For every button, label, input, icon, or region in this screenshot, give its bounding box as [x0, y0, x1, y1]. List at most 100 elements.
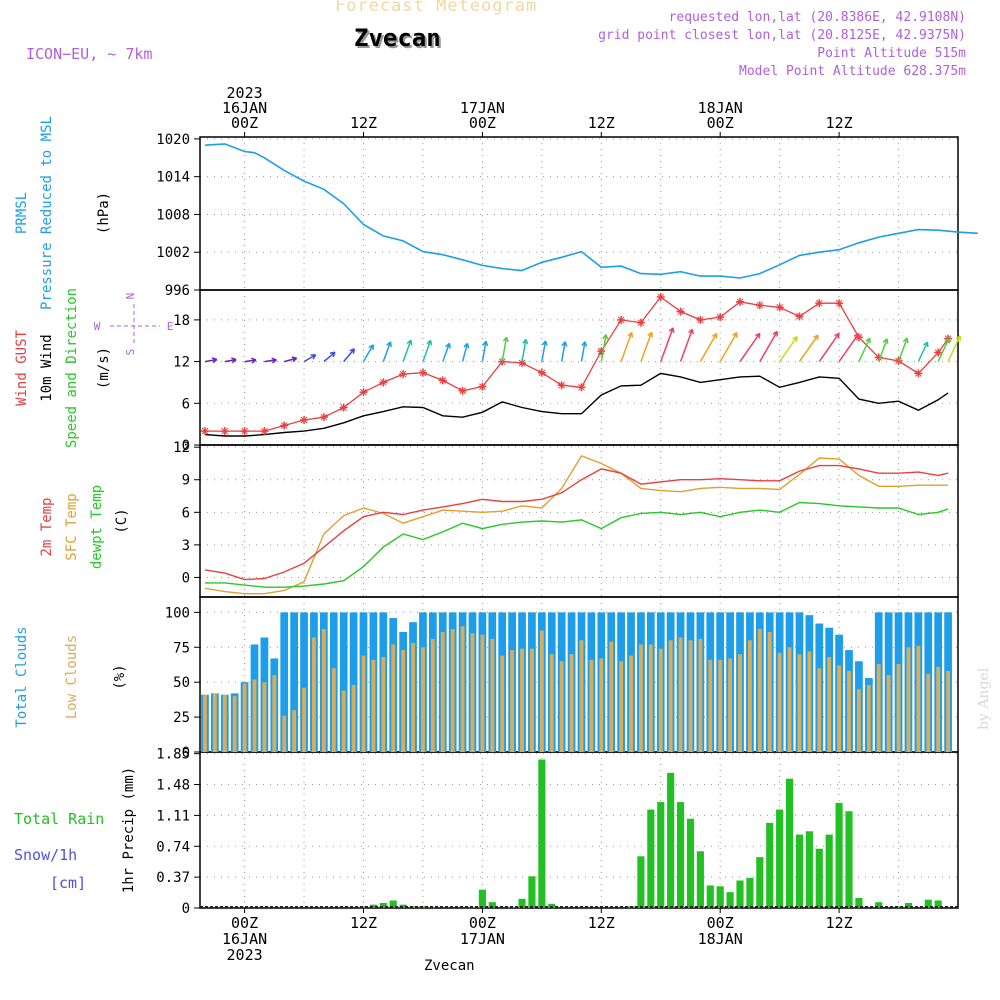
low-cloud-bar — [321, 629, 326, 752]
wind-arrow-head — [332, 352, 336, 358]
wind-arrow-head — [525, 339, 529, 345]
gust-marker-d2 — [280, 422, 288, 429]
y-tick-label: 1.11 — [156, 808, 190, 824]
wind-arrow — [600, 334, 609, 362]
low-cloud-bar — [787, 647, 792, 752]
time-label: 18JAN — [698, 930, 743, 948]
low-cloud-bar — [866, 684, 871, 752]
wind-arrow — [303, 354, 317, 363]
wind-arrow-shaft — [640, 331, 653, 362]
compass-west: W — [94, 320, 101, 333]
rain-bar — [845, 811, 853, 908]
low-cloud-bar — [411, 643, 415, 752]
low-cloud-bar — [262, 682, 267, 752]
low-cloud-bar — [946, 671, 951, 752]
gust-marker — [934, 348, 943, 357]
wind-arrow-head — [251, 359, 257, 364]
wind-arrow — [461, 342, 470, 362]
side-label: Total Clouds — [14, 626, 30, 727]
y-tick-label: 1002 — [156, 245, 190, 261]
gust-marker — [240, 427, 249, 436]
rain-bar — [538, 759, 546, 908]
gust-marker — [200, 427, 209, 436]
wind-arrow-shaft — [779, 336, 798, 363]
rain-bar — [875, 902, 883, 908]
wind-arrow-shaft — [838, 333, 860, 363]
wind-arrow-head — [691, 329, 694, 335]
wind-arrow-head — [906, 337, 909, 344]
gust-marker — [716, 313, 725, 322]
gust-marker-d2 — [221, 427, 229, 435]
compass-north: N — [124, 293, 137, 300]
wind-arrow — [323, 351, 336, 363]
gust-marker — [418, 368, 427, 377]
side-label: 10m Wind — [39, 334, 55, 401]
low-cloud-bar — [817, 668, 822, 752]
pressure-panel: 1020 1014 1008 1002 996 — [156, 132, 959, 299]
wind-arrow-head — [212, 358, 218, 364]
y-tick-label: 100 — [165, 605, 190, 621]
wind-arrow-shaft — [422, 340, 432, 362]
requested-coords: requested lon,lat (20.8386E, 42.9108N) — [668, 10, 966, 25]
wind-arrow-head — [466, 343, 470, 349]
side-label: SFC Temp — [64, 493, 80, 560]
wind-arrow — [660, 327, 675, 362]
gust-marker — [557, 381, 566, 390]
low-cloud-bar — [886, 675, 891, 752]
wind-arrow-shaft — [521, 339, 527, 362]
wind-arrow — [204, 357, 218, 364]
gust-marker-d2 — [677, 308, 684, 315]
low-cloud-bar — [837, 665, 842, 752]
low-cloud-bar — [203, 694, 207, 752]
wind-arrow-head — [837, 333, 840, 339]
gust-marker-d2 — [300, 416, 308, 424]
wind-arrow-head — [605, 334, 609, 340]
wind-arrow — [779, 336, 798, 363]
gust-marker — [577, 383, 586, 392]
gust-marker — [676, 307, 685, 316]
rain-bar — [706, 885, 714, 908]
gust-marker-d2 — [756, 301, 764, 309]
rain-bar — [795, 834, 804, 908]
wind-arrow-shaft — [937, 338, 950, 362]
wind-arrow-shaft — [897, 337, 908, 362]
low-cloud-bar — [926, 673, 931, 752]
gust-marker-d2 — [518, 359, 526, 367]
gust-marker-d2 — [716, 313, 724, 321]
low-cloud-bar — [381, 657, 386, 752]
gust-marker — [478, 382, 487, 391]
gust-marker-d2 — [538, 369, 546, 377]
wind-arrow — [541, 340, 548, 362]
wind-arrow-shaft — [798, 334, 819, 363]
pressure-frame — [199, 136, 959, 291]
side-label: Wind GUST — [14, 330, 30, 406]
rain-bar — [756, 857, 764, 908]
low-cloud-bar — [936, 666, 941, 752]
wind-plot — [200, 292, 962, 437]
gust-marker-d2 — [617, 316, 625, 324]
rain-bar — [894, 906, 903, 908]
wind-arrow-shaft — [244, 359, 257, 363]
y-tick-label: 1020 — [156, 132, 190, 148]
wind-arrow — [798, 334, 819, 363]
dewpoint-line — [205, 501, 949, 588]
time-label: 17JAN — [460, 99, 505, 117]
rain-bar — [934, 900, 942, 908]
wind-arrow-head — [292, 357, 298, 363]
footer-station: Zvecan — [424, 958, 475, 974]
low-cloud-bar — [490, 638, 495, 752]
rain-legend-label: Total Rain — [14, 810, 104, 828]
gust-marker-d2 — [835, 299, 843, 307]
y-tick-label: 0.37 — [156, 870, 190, 886]
time-label: 00Z — [469, 114, 496, 132]
temperature-plot — [204, 455, 949, 595]
y-tick-label: 75 — [173, 640, 190, 656]
gust-marker-d2 — [479, 383, 486, 390]
wind-arrow — [501, 336, 509, 362]
snow-legend-label: Snow/1h — [14, 846, 77, 864]
gust-marker-d2 — [419, 369, 427, 377]
low-cloud-bar — [302, 687, 306, 752]
wind-compass: W E N S — [94, 293, 174, 356]
rain-bar — [667, 772, 675, 908]
gust-marker — [339, 403, 348, 412]
